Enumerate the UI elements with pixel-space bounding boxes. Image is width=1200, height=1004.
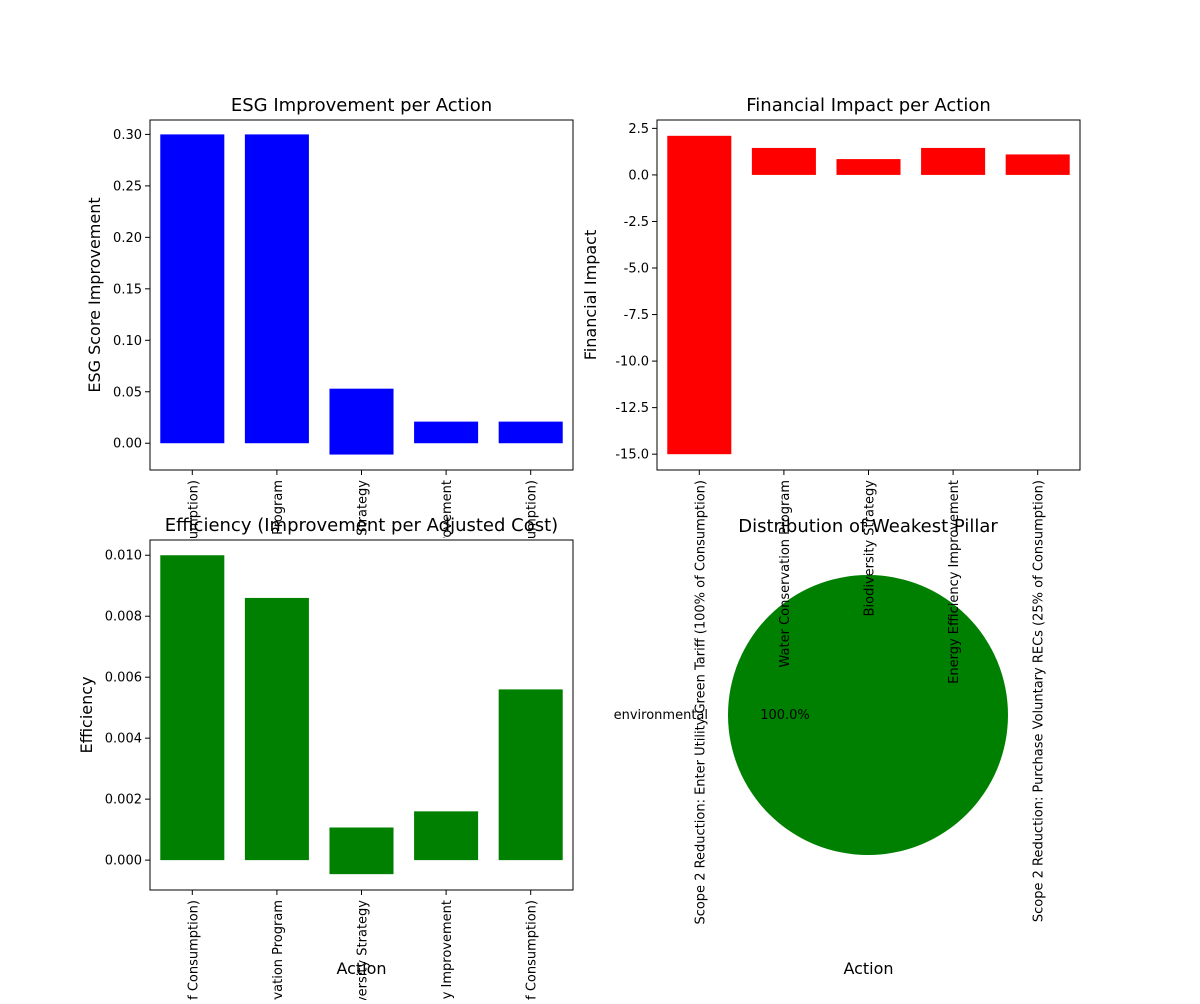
x-tick-label: Scope 2 Reduction: Enter Utility Green T… xyxy=(186,900,201,1000)
x-tick-label: Energy Efficiency Improvement xyxy=(440,900,455,1000)
y-tick-label: 0.010 xyxy=(105,549,142,564)
y-tick-label: 0.006 xyxy=(105,671,142,686)
chart-title: Efficiency (Improvement per Adjusted Cos… xyxy=(165,515,558,536)
x-tick-labels: Scope 2 Reduction: Enter Utility Green T… xyxy=(186,900,539,1000)
y-tick-label: -12.5 xyxy=(615,401,649,416)
bar xyxy=(498,689,563,861)
y-tick-label: -7.5 xyxy=(624,308,649,323)
x-tick-label: Water Conservation Program xyxy=(778,480,793,668)
x-tick-label: Biodiversity Strategy xyxy=(356,480,371,617)
x-tick-labels: Scope 2 Reduction: Enter Utility Green T… xyxy=(693,480,1046,925)
x-tick-label: Scope 2 Reduction: Purchase Voluntary RE… xyxy=(525,480,540,922)
y-tick-label: 0.008 xyxy=(105,610,142,625)
pie-chart: Distribution of Weakest Pillar environmen… xyxy=(614,516,1008,855)
x-tick-label: Scope 2 Reduction: Enter Utility Green T… xyxy=(693,480,708,925)
bar xyxy=(244,134,309,444)
bar xyxy=(329,827,394,875)
x-tick-label: Water Conservation Program xyxy=(271,480,286,668)
y-tick-label: 0.30 xyxy=(113,128,142,143)
y-tick-label: 0.05 xyxy=(113,385,142,400)
bar xyxy=(160,134,225,444)
bar-chart-0: 0.00 0.05 0.10 0.15 0.20 0.25 0.30 Scope 2 Redu… xyxy=(85,95,574,925)
y-tick-label: 0.10 xyxy=(113,334,142,349)
x-tick-label: Scope 2 Reduction: Enter Utility Green T… xyxy=(186,480,201,925)
x-tick-label: Scope 2 Reduction: Purchase Voluntary RE… xyxy=(525,900,540,1000)
y-tick-label: 0.000 xyxy=(105,854,142,869)
pie-slice-label: environmental xyxy=(614,708,708,723)
x-axis-label: Action xyxy=(843,959,893,978)
bar xyxy=(751,147,816,175)
bar-chart-1: -15.0 -12.5 -10.0 -7.5 -5.0 -2.5 0.0 2.5 Financi… xyxy=(581,95,1081,978)
y-tick-label: -2.5 xyxy=(624,215,649,230)
bar xyxy=(414,421,479,444)
y-tick-label: 0.0 xyxy=(628,168,649,183)
x-tick-label: Biodiversity Strategy xyxy=(356,900,371,1000)
y-tick-label: 0.15 xyxy=(113,282,142,297)
pie-slice xyxy=(728,575,1008,855)
bar xyxy=(1005,154,1070,175)
x-tick-label: Scope 2 Reduction: Purchase Voluntary RE… xyxy=(1032,480,1047,922)
bar xyxy=(836,159,901,175)
chart-title: Financial Impact per Action xyxy=(746,95,991,116)
x-tick-label: Energy Efficiency Improvement xyxy=(947,480,962,684)
y-tick-label: 0.002 xyxy=(105,793,142,808)
y-tick-label: 0.00 xyxy=(113,437,142,452)
bar xyxy=(160,555,225,861)
x-tick-label: Biodiversity Strategy xyxy=(863,480,878,617)
y-tick-label: 0.004 xyxy=(105,732,142,747)
x-tick-label: Water Conservation Program xyxy=(271,900,286,1000)
bar xyxy=(244,597,309,861)
y-axis-label: Efficiency xyxy=(77,676,96,753)
bar xyxy=(667,135,732,455)
y-tick-label: 0.20 xyxy=(113,231,142,246)
y-tick-label: 0.25 xyxy=(113,179,142,194)
bar-chart-2: 0.000 0.002 0.004 0.006 0.008 0.010 Scope 2 Re… xyxy=(77,515,574,1000)
y-tick-label: 2.5 xyxy=(628,122,649,137)
x-tick-label: Energy Efficiency Improvement xyxy=(440,480,455,684)
bar xyxy=(498,421,563,444)
y-tick-label: -10.0 xyxy=(615,355,649,370)
y-axis-label: ESG Score Improvement xyxy=(85,197,104,392)
y-axis-label: Financial Impact xyxy=(581,230,600,360)
bar xyxy=(329,388,394,455)
y-tick-label: -15.0 xyxy=(615,448,649,463)
pie-title: Distribution of Weakest Pillar xyxy=(738,516,998,537)
bar xyxy=(414,811,479,861)
bar xyxy=(921,147,986,175)
y-tick-label: -5.0 xyxy=(624,262,649,277)
pie-percent-label: 100.0% xyxy=(760,708,810,723)
chart-title: ESG Improvement per Action xyxy=(231,95,492,116)
x-axis-label: Action xyxy=(336,959,386,978)
x-tick-labels: Scope 2 Reduction: Enter Utility Green T… xyxy=(186,480,540,925)
